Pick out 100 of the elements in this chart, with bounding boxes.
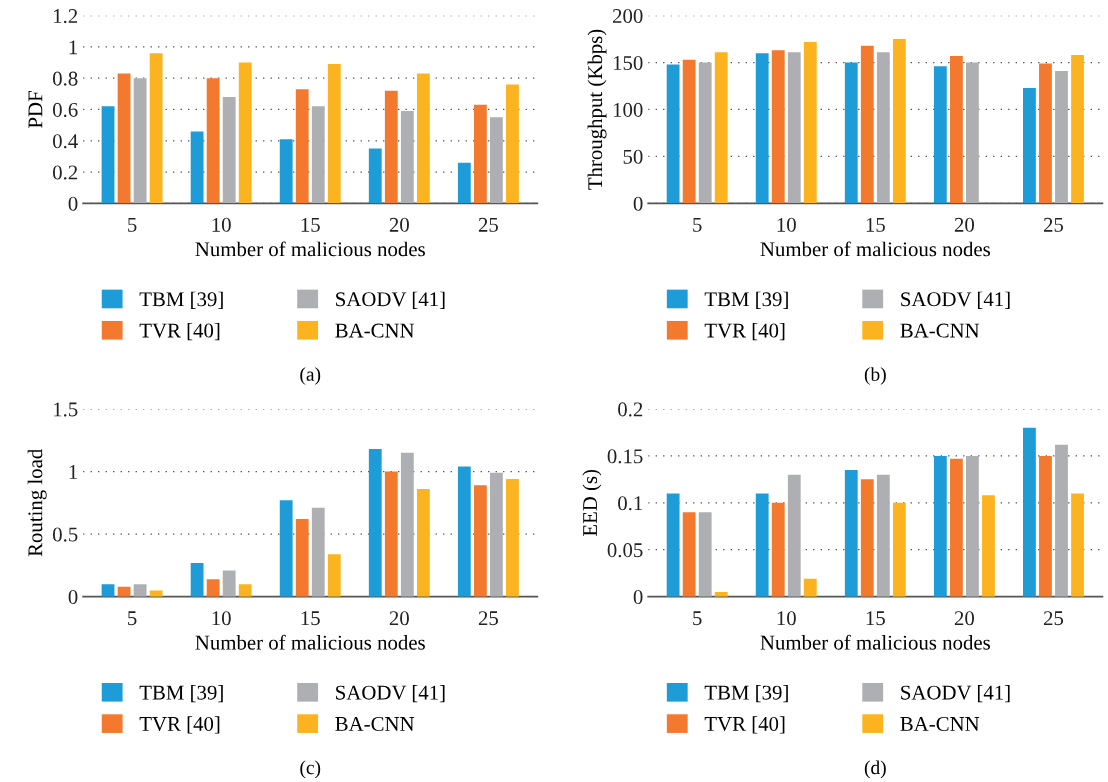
y-tick-label: 150 [613, 55, 643, 70]
x-tick-label: 20 [954, 217, 975, 232]
bar [368, 148, 382, 204]
y-tick-label: 1.2 [54, 9, 78, 24]
x-axis-title: Number of malicious nodes [760, 241, 990, 257]
y-tick-label: 1 [69, 40, 77, 55]
bar [133, 584, 147, 597]
bar [279, 500, 293, 597]
y-tick-label: 0.1 [618, 496, 643, 511]
bar [1039, 455, 1052, 597]
legend-label: SAODV [41] [901, 684, 1010, 703]
y-axis-title: EED (s) [582, 469, 602, 537]
bar [238, 62, 252, 204]
bar [473, 104, 487, 204]
text: (b) [864, 367, 886, 385]
legend-label: TVR [40] [704, 322, 785, 341]
bar [473, 485, 487, 597]
bar [190, 562, 204, 597]
y-axis-title: Throughput (Kbps) [587, 29, 607, 190]
bar [787, 474, 801, 597]
bar [1039, 63, 1052, 204]
legend-label: TBM [39] [704, 684, 788, 703]
bar [698, 62, 712, 204]
legend-label: TBM [39] [704, 291, 788, 309]
bar [787, 52, 801, 204]
bar [457, 162, 471, 204]
bar [844, 469, 858, 597]
text: (c) [300, 760, 321, 779]
x-tick-label: 20 [389, 217, 409, 232]
bar [506, 84, 519, 204]
bar [400, 452, 414, 597]
bar [190, 131, 204, 204]
x-tick-label: 15 [301, 611, 320, 626]
bar [949, 55, 963, 204]
x-tick-label: 5 [693, 218, 702, 232]
legend-label: TVR [40] [139, 716, 220, 734]
bar [206, 78, 220, 204]
bar [982, 495, 995, 597]
bar [698, 512, 712, 597]
y-tick-label: 0.6 [52, 102, 78, 117]
y-tick-label: 0.2 [52, 165, 78, 180]
y-tick-label: 0.5 [52, 527, 78, 542]
y-tick-label: 0.8 [52, 71, 78, 86]
bar [714, 52, 728, 204]
bar [384, 471, 398, 597]
x-tick-label: 20 [954, 611, 975, 626]
y-tick-label: 0 [68, 196, 78, 211]
legend-label: BA-CNN [335, 716, 415, 731]
bar [682, 512, 696, 597]
bar [327, 64, 341, 204]
y-tick-label: 0.2 [618, 402, 643, 417]
y-tick-label: 1.5 [54, 402, 78, 417]
bar [666, 64, 680, 204]
bar [892, 39, 906, 204]
legend-label: TVR [40] [139, 322, 220, 341]
legend-label: TBM [39] [139, 684, 223, 703]
bar [133, 78, 147, 204]
x-axis-title: Number of malicious nodes [195, 241, 425, 257]
bar [755, 53, 769, 204]
text: (a) [300, 367, 321, 385]
x-tick-label: 10 [212, 611, 231, 626]
x-tick-label: 5 [128, 218, 137, 232]
legend-label: BA-CNN [335, 323, 415, 338]
bar [149, 53, 163, 204]
bar [457, 466, 471, 597]
x-tick-label: 15 [866, 611, 885, 626]
bar [803, 41, 817, 204]
x-axis-title: Number of malicious nodes [760, 634, 990, 650]
bar [860, 479, 874, 597]
y-tick-label: 0.4 [52, 134, 78, 149]
bar [384, 90, 398, 204]
legend-label: TVR [40] [704, 716, 785, 734]
y-tick-label: 0 [68, 590, 78, 605]
bar [892, 502, 906, 597]
bar [666, 493, 680, 597]
bar [876, 52, 890, 204]
bar [844, 62, 858, 204]
bar [101, 106, 115, 204]
x-tick-label: 10 [212, 217, 231, 232]
bar [803, 578, 817, 597]
bar [876, 474, 890, 597]
x-axis-title: Number of malicious nodes [195, 634, 425, 650]
y-tick-label: 0.15 [607, 449, 643, 464]
x-tick-label: 25 [478, 217, 498, 232]
bar [933, 455, 947, 597]
legend-label: SAODV [41] [901, 291, 1010, 309]
bar [149, 590, 163, 597]
x-tick-label: 10 [777, 217, 796, 232]
bar [222, 96, 236, 204]
bar [966, 455, 979, 597]
bar [279, 139, 293, 204]
bar [327, 554, 341, 597]
bar [222, 570, 236, 597]
x-tick-label: 20 [389, 611, 409, 626]
bar [295, 89, 309, 204]
bar [933, 66, 947, 204]
x-tick-label: 15 [866, 217, 885, 232]
y-tick-label: 100 [613, 102, 643, 117]
y-tick-label: 50 [623, 149, 643, 164]
bar [860, 45, 874, 204]
